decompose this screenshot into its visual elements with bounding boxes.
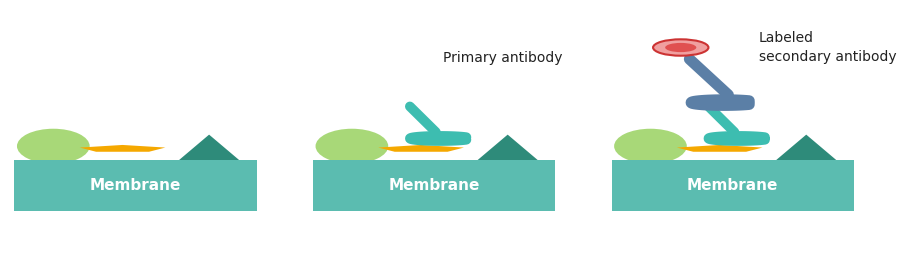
Ellipse shape bbox=[17, 129, 90, 164]
Text: Membrane: Membrane bbox=[90, 178, 182, 193]
FancyBboxPatch shape bbox=[15, 160, 257, 212]
Ellipse shape bbox=[614, 129, 687, 164]
Circle shape bbox=[653, 39, 709, 56]
Polygon shape bbox=[80, 145, 165, 152]
Text: Primary antibody: Primary antibody bbox=[443, 51, 562, 65]
FancyBboxPatch shape bbox=[313, 160, 556, 212]
Text: Membrane: Membrane bbox=[687, 178, 779, 193]
Polygon shape bbox=[677, 145, 763, 152]
Polygon shape bbox=[478, 135, 538, 160]
Circle shape bbox=[665, 43, 696, 52]
FancyBboxPatch shape bbox=[612, 160, 854, 212]
Polygon shape bbox=[379, 145, 464, 152]
Polygon shape bbox=[179, 135, 239, 160]
Polygon shape bbox=[776, 135, 836, 160]
Text: Membrane: Membrane bbox=[389, 178, 480, 193]
Ellipse shape bbox=[315, 129, 388, 164]
Text: Labeled
secondary antibody: Labeled secondary antibody bbox=[758, 31, 896, 64]
